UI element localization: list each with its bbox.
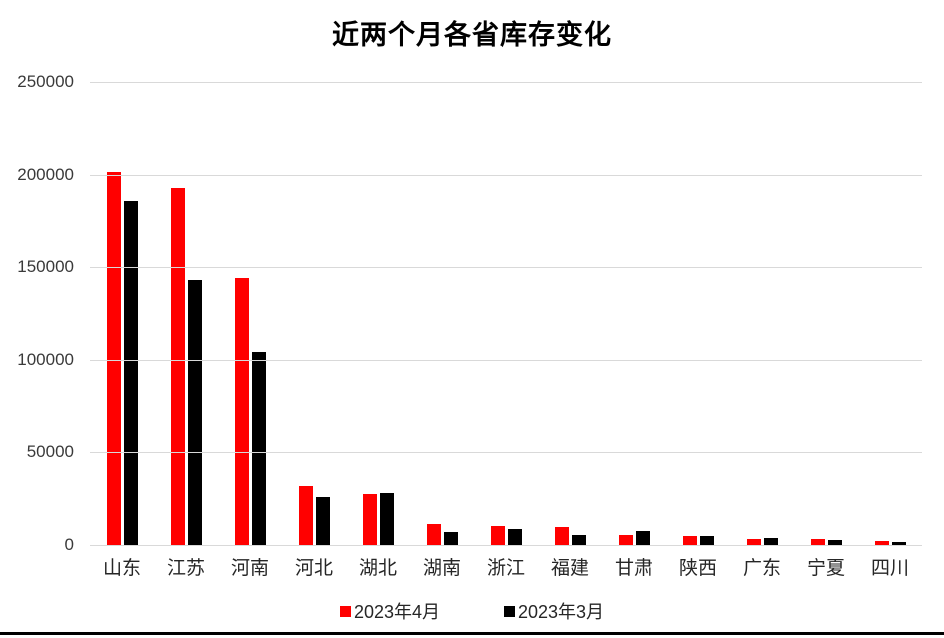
category-group — [602, 82, 666, 545]
y-axis-tick-label: 50000 — [26, 442, 74, 462]
chart-title: 近两个月各省库存变化 — [332, 20, 612, 50]
bar-march — [379, 493, 394, 545]
x-axis-label: 甘肃 — [614, 558, 653, 579]
bar-march — [315, 496, 330, 545]
gridline — [90, 452, 922, 454]
gridline — [90, 545, 922, 546]
bar-april — [426, 523, 441, 545]
x-axis-label: 河南 — [230, 558, 269, 579]
bar-april — [618, 534, 633, 545]
category-group — [410, 82, 474, 545]
legend-item-march: 2023年3月 — [504, 598, 604, 624]
category-group — [858, 82, 922, 545]
legend-label-march: 2023年3月 — [518, 602, 605, 622]
plot-area: 0 50000 100000 150000 200000 250000 — [17, 72, 922, 554]
bar-april — [490, 525, 505, 545]
bar-march — [123, 200, 138, 545]
category-group — [154, 82, 218, 545]
bars-row — [90, 82, 922, 545]
bar-march — [763, 538, 778, 545]
y-axis-tick-label: 250000 — [17, 72, 74, 91]
x-axis-label: 湖北 — [358, 558, 397, 579]
category-group — [282, 82, 346, 545]
x-axis-labels: 山东 江苏 河南 河北 湖北 湖南 浙江 福建 甘肃 陕西 广东 宁夏 四川 — [90, 553, 922, 580]
gridline — [90, 82, 922, 83]
bar-march — [507, 529, 522, 545]
bar-april — [298, 485, 313, 545]
bar-april — [170, 187, 185, 545]
legend-swatch-march — [504, 605, 515, 617]
category-group — [666, 82, 730, 545]
bar-march — [443, 532, 458, 545]
legend-item-april: 2023年4月 — [339, 598, 440, 624]
bar-april — [746, 538, 761, 545]
bar-march — [699, 535, 714, 545]
gridline — [90, 174, 922, 176]
legend: 2023年4月 2023年3月 — [0, 598, 944, 624]
x-axis-label: 宁夏 — [806, 558, 845, 579]
bar-april — [682, 535, 697, 545]
gridline — [90, 359, 922, 361]
x-axis-label: 河北 — [294, 558, 333, 579]
x-axis-label: 浙江 — [486, 558, 525, 579]
category-group — [474, 82, 538, 545]
bar-march — [251, 352, 266, 545]
bar-march — [827, 540, 842, 545]
category-group — [730, 82, 794, 545]
y-axis-tick-label: 150000 — [17, 257, 74, 277]
bottom-border-line — [0, 632, 944, 635]
x-axis-label: 湖南 — [422, 558, 461, 579]
y-axis-tick-label: 100000 — [17, 349, 74, 369]
bar-march — [571, 534, 586, 545]
category-group — [218, 82, 282, 545]
x-axis-label: 陕西 — [678, 558, 717, 579]
x-axis-label: 江苏 — [166, 558, 205, 579]
gridline — [90, 267, 922, 269]
x-axis-label: 福建 — [550, 558, 589, 579]
bar-march — [891, 541, 906, 545]
bar-april — [234, 278, 249, 545]
x-axis-label: 山东 — [102, 558, 141, 579]
category-group — [538, 82, 602, 545]
x-axis-label: 广东 — [742, 558, 781, 579]
y-axis-tick-label: 200000 — [17, 164, 74, 184]
bar-april — [874, 541, 889, 545]
bar-april — [810, 539, 825, 545]
legend-label-april: 2023年4月 — [353, 602, 440, 622]
bar-april — [362, 494, 377, 545]
category-group — [794, 82, 858, 545]
bar-march — [187, 280, 202, 545]
category-group — [90, 82, 154, 545]
bar-march — [635, 531, 650, 545]
y-axis-tick-label: 0 — [64, 535, 74, 554]
category-group — [346, 82, 410, 545]
legend-swatch-april — [339, 605, 351, 617]
x-axis-label: 四川 — [870, 558, 909, 579]
bar-april — [554, 526, 569, 545]
bar-april — [106, 171, 121, 545]
